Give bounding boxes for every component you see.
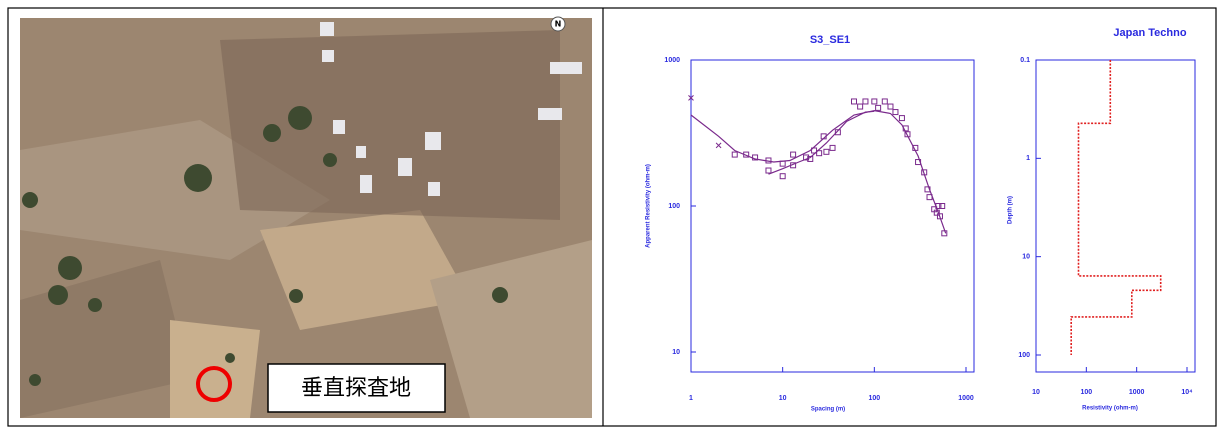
point (942, 231, 947, 236)
point (716, 143, 721, 148)
compass: N (555, 20, 562, 29)
x-tick-label: 1 (689, 395, 693, 402)
point (899, 116, 904, 121)
x-tick-label: 10 (1032, 389, 1040, 396)
satellite-map: N 垂直探査地 (20, 17, 592, 418)
series-line (769, 111, 875, 174)
point (876, 105, 881, 110)
x-axis-label: Resistivity (ohm-m) (1082, 406, 1138, 412)
series-line (1071, 60, 1161, 355)
x-axis-label: Spacing (m) (811, 407, 845, 413)
point (780, 174, 785, 179)
x-tick-label: 1000 (1129, 389, 1145, 396)
point (851, 99, 856, 104)
point (893, 110, 898, 115)
y-axis-label: Depth (m) (1008, 196, 1014, 224)
point (858, 104, 863, 109)
point (872, 99, 877, 104)
point (863, 99, 868, 104)
point (882, 99, 887, 104)
x-tick-label: 10⁴ (1181, 389, 1193, 396)
page: N 垂直探査地 S3_SE1 Spacing (m) Apparent Resist… (0, 0, 1224, 434)
point (732, 152, 737, 157)
chart-title: S3_SE1 (810, 34, 850, 46)
y-tick-label: 0.1 (1020, 57, 1030, 64)
x-tick-label: 100 (1080, 389, 1092, 396)
y-tick-label: 1000 (664, 57, 680, 64)
y-tick-label: 10 (672, 349, 680, 356)
plot-frame (1036, 60, 1195, 372)
point (830, 145, 835, 150)
y-tick-label: 100 (668, 203, 680, 210)
x-tick-label: 1000 (958, 395, 974, 402)
x-tick-label: 10 (779, 395, 787, 402)
y-tick-label: 1 (1026, 155, 1030, 162)
chart-title: Japan Techno (1113, 27, 1186, 39)
series-line (691, 111, 946, 234)
point (824, 149, 829, 154)
point (766, 168, 771, 173)
point (791, 152, 796, 157)
plot-frame (691, 60, 974, 372)
y-axis-label: Apparent Resistivity (ohm-m) (646, 164, 652, 248)
y-tick-label: 10 (1022, 254, 1030, 261)
x-tick-label: 100 (868, 395, 880, 402)
map-label: 垂直探査地 (301, 376, 411, 401)
point (888, 104, 893, 109)
y-tick-label: 100 (1018, 352, 1030, 359)
